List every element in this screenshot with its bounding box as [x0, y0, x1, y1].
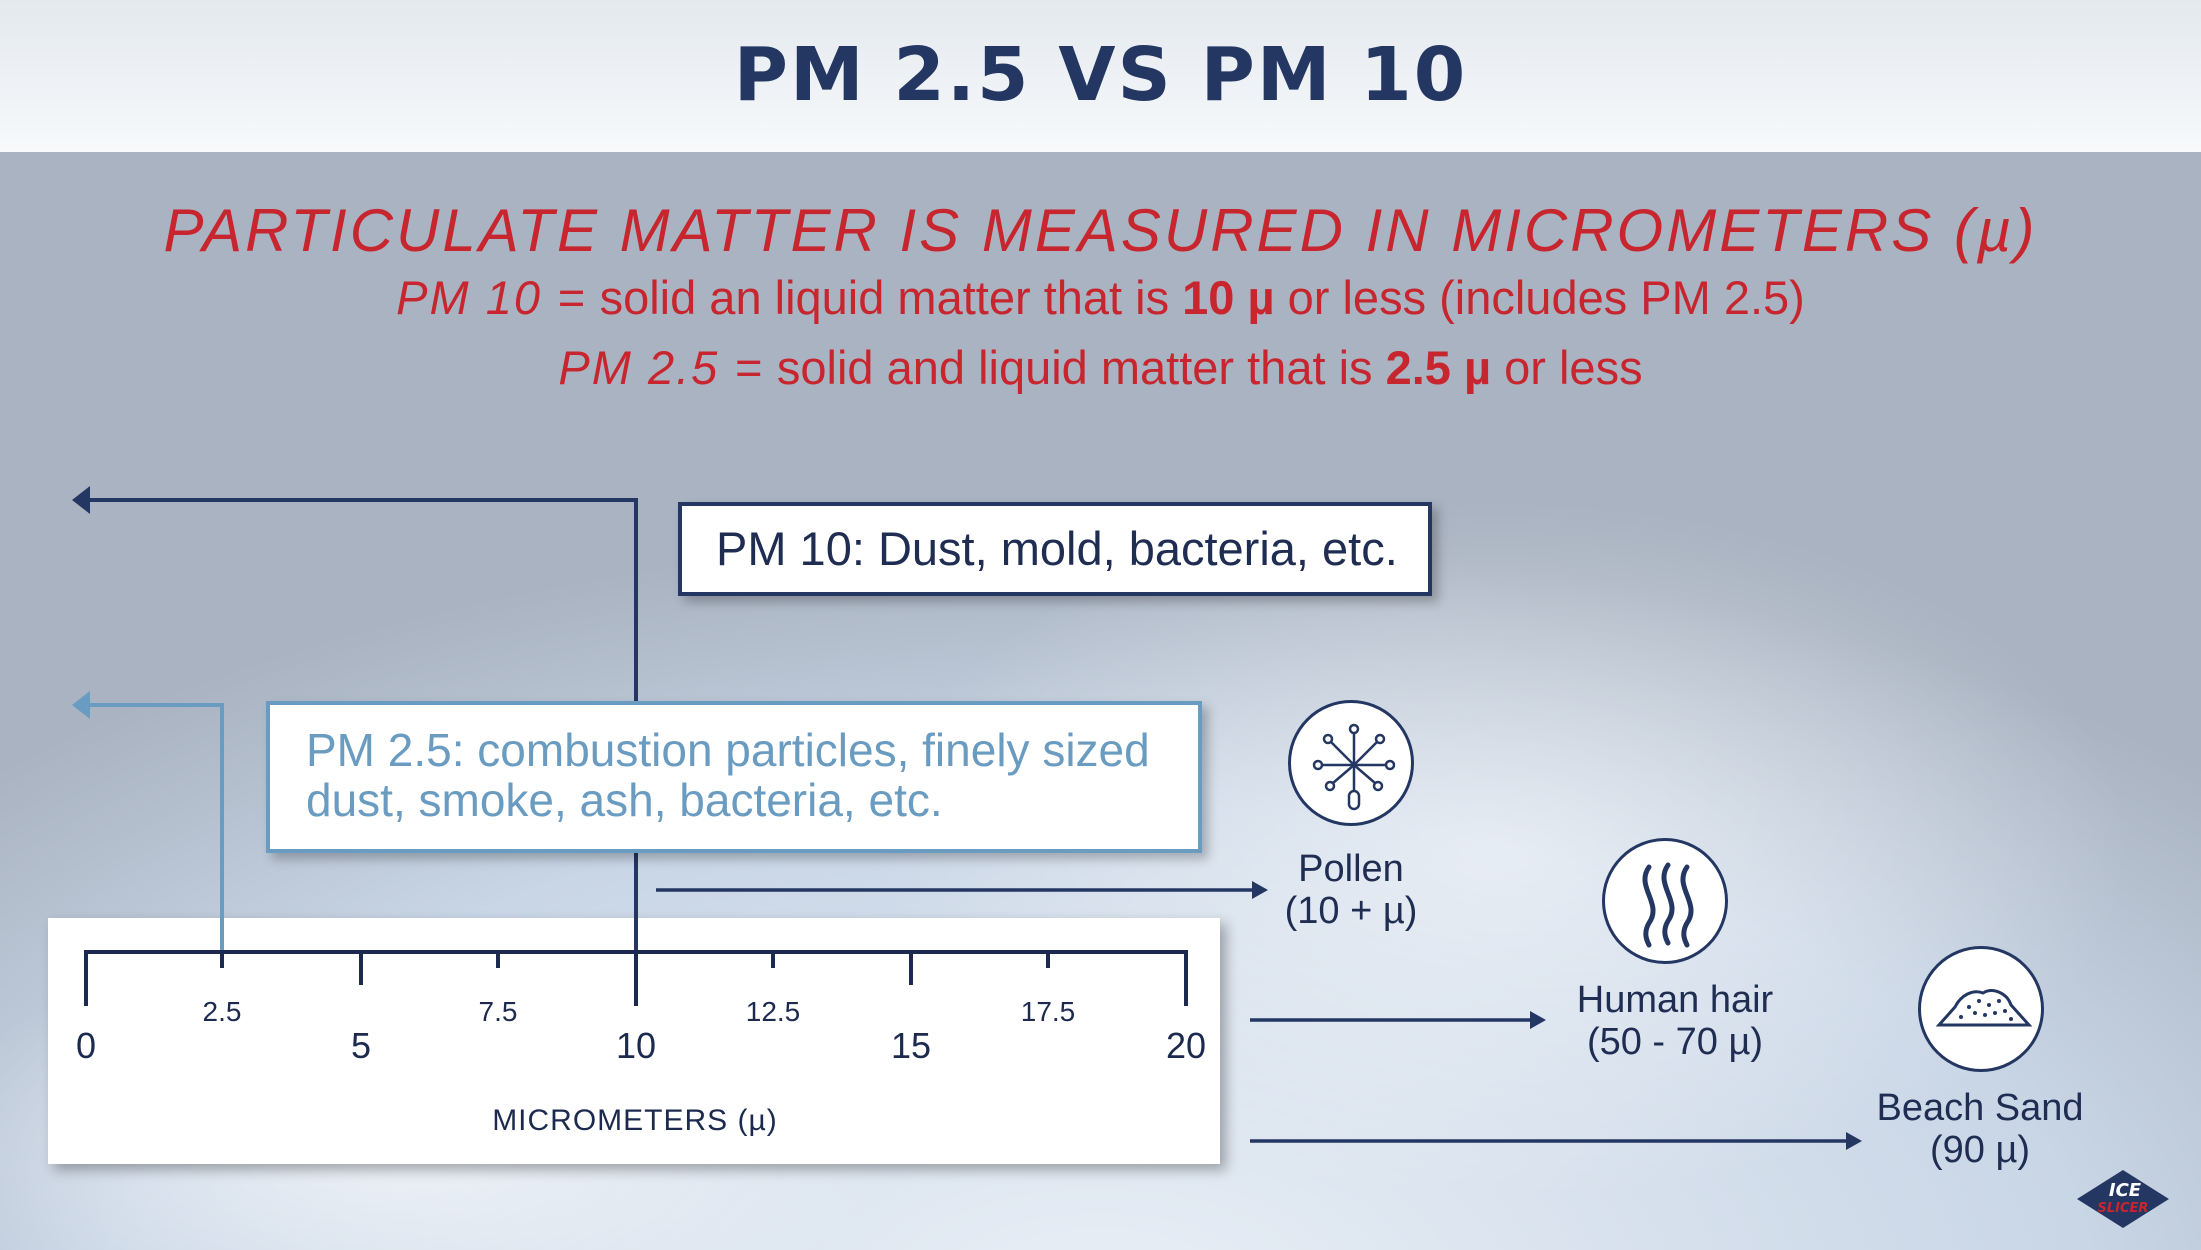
- major-tick-label: 5: [350, 1025, 372, 1066]
- subtitle: PARTICULATE MATTER IS MEASURED IN MICROM…: [163, 197, 2038, 264]
- ice-slicer-logo: ICE SLICER: [2077, 1170, 2169, 1228]
- pm10-term: PM 10 =: [396, 271, 587, 324]
- sand-icon: [1918, 946, 2044, 1072]
- major-tick-label: 0: [75, 1025, 97, 1066]
- hair-size: (50 - 70 µ): [1586, 1021, 1764, 1063]
- sand-name: Beach Sand: [1876, 1087, 2084, 1129]
- axis-label: MICROMETERS (µ): [492, 1104, 778, 1137]
- pm10-box: PM 10: Dust, mold, bacteria, etc.: [678, 502, 1432, 596]
- pm25-bold-value: 2.5 µ: [1385, 341, 1492, 394]
- sand-arrowhead: [1846, 1132, 1862, 1150]
- minor-tick-label: 12.5: [745, 996, 801, 1027]
- hair-label: Human hair (50 - 70 µ): [1560, 979, 1790, 1063]
- pm25-arrowhead: [72, 691, 90, 719]
- pm10-text-before: solid an liquid matter that is: [599, 271, 1170, 324]
- logo-text-line2: SLICER: [2098, 1201, 2149, 1216]
- sand-label: Beach Sand (90 µ): [1860, 1087, 2100, 1171]
- page-title: PM 2.5 VS PM 10: [733, 32, 1468, 118]
- pollen-arrowhead: [1252, 881, 1268, 899]
- hair-icon: [1602, 838, 1728, 964]
- pm25-box: PM 2.5: combustion particles, finely siz…: [266, 701, 1202, 853]
- pm25-term: PM 2.5 =: [558, 341, 764, 394]
- title-bar: PM 2.5 VS PM 10: [0, 0, 2201, 152]
- pollen-size: (10 + µ): [1284, 890, 1418, 932]
- major-tick-label: 15: [890, 1025, 932, 1066]
- sand-size: (90 µ): [1929, 1129, 2031, 1171]
- minor-tick-label: 2.5: [202, 996, 242, 1027]
- pm25-arrow: [80, 703, 224, 955]
- pollen-name: Pollen: [1298, 848, 1404, 890]
- scale-ticks: [84, 950, 1188, 1006]
- pollen-icon: [1288, 700, 1414, 826]
- pm25-definition: PM 2.5 = solid and liquid matter that is…: [0, 340, 2201, 395]
- logo-text-line1: ICE: [2109, 1180, 2142, 1201]
- pm25-box-line1: PM 2.5: combustion particles, finely siz…: [306, 724, 1150, 776]
- pm10-bold-value: 10 µ: [1182, 271, 1275, 324]
- pm10-arrowhead: [72, 486, 90, 514]
- pm10-definition: PM 10 = solid an liquid matter that is 1…: [0, 270, 2201, 325]
- minor-tick-label: 7.5: [478, 996, 518, 1027]
- major-tick-label: 10: [615, 1025, 657, 1066]
- pm10-text-after: or less (includes PM 2.5): [1287, 271, 1805, 324]
- minor-tick-label: 17.5: [1020, 996, 1076, 1027]
- major-tick-label: 20: [1165, 1025, 1207, 1066]
- pm25-text-after: or less: [1504, 341, 1643, 394]
- pollen-label: Pollen (10 + µ): [1270, 848, 1432, 932]
- hair-arrowhead: [1530, 1011, 1546, 1029]
- hair-name: Human hair: [1576, 979, 1774, 1021]
- pm25-text-before: solid and liquid matter that is: [776, 341, 1373, 394]
- pm25-box-line2: dust, smoke, ash, bacteria, etc.: [306, 774, 943, 826]
